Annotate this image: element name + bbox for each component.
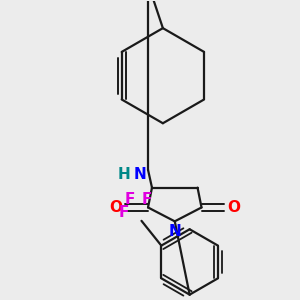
Text: N: N: [134, 167, 146, 182]
Text: F: F: [141, 191, 152, 206]
Text: H: H: [118, 167, 130, 182]
Text: F: F: [124, 191, 135, 206]
Text: F: F: [118, 206, 129, 220]
Text: O: O: [109, 200, 122, 215]
Text: O: O: [228, 200, 241, 215]
Text: N: N: [168, 224, 181, 239]
